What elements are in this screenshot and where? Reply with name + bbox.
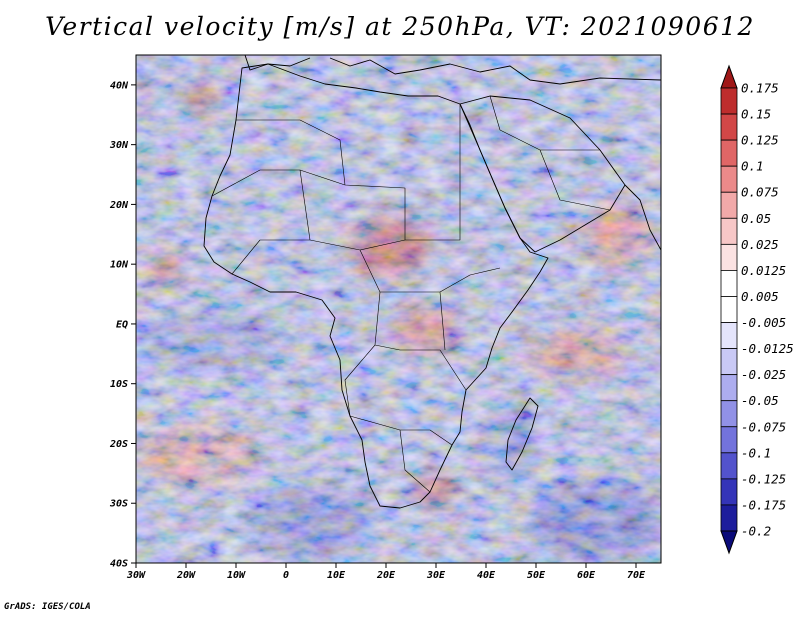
footer-credit: GrADS: IGES/COLA [4, 602, 91, 612]
lon-tick-label: 60E [577, 570, 596, 581]
coastlines-and-borders [203, 55, 661, 509]
arabia-coastline [459, 95, 626, 253]
colorbar: 0.175 0.15 0.125 0.1 0.075 0.05 0.025 0.0125 0.0… [720, 64, 794, 555]
colorbar-segment [720, 165, 738, 193]
colorbar-label: -0.125 [741, 471, 786, 486]
colorbar-label: 0.05 [741, 211, 771, 226]
lon-tick-label: 10W [227, 570, 246, 581]
colorbar-label: 0.025 [741, 237, 779, 252]
colorbar-segment [720, 452, 738, 480]
lon-tick-label: 20E [376, 570, 396, 581]
colorbar-min-arrow [720, 530, 738, 555]
colorbar-label: 0.0125 [741, 263, 786, 278]
colorbar-max-arrow [720, 64, 738, 89]
colorbar-segment [720, 374, 738, 402]
colorbar-label: 0.15 [741, 107, 771, 122]
lat-tick-label: 40N [110, 80, 129, 91]
colorbar-segment [720, 113, 738, 141]
colorbar-segment [720, 191, 738, 219]
lon-tick-label: 50E [527, 570, 546, 581]
colorbar-segment [720, 400, 738, 428]
longitude-axis: 30W 20W 10W 0 10E 20E 30E 40E 50E 60E 70E [126, 563, 646, 581]
colorbar-segment [720, 296, 738, 323]
colorbar-label: -0.005 [741, 315, 786, 330]
lat-tick-label: 20N [109, 200, 129, 211]
india-coastline [624, 184, 661, 251]
colorbar-segment [720, 504, 738, 532]
map-frame [135, 54, 662, 564]
lat-tick-label: 20S [109, 439, 128, 450]
colorbar-label: -0.0125 [741, 341, 794, 356]
colorbar-label: -0.075 [741, 419, 786, 434]
colorbar-segment [720, 139, 738, 167]
colorbar-label: 0.075 [741, 185, 779, 200]
map-plot-area [136, 55, 661, 563]
lat-tick-label: 10S [110, 379, 128, 390]
europe-coastline [244, 55, 661, 85]
lat-tick-label: 40S [110, 559, 128, 570]
lon-tick-label: 70E [627, 570, 646, 581]
madagascar-coastline [505, 397, 539, 471]
colorbar-label: 0.005 [741, 289, 779, 304]
colorbar-segment [720, 270, 738, 297]
colorbar-segment [720, 243, 738, 271]
lon-tick-label: 20W [176, 570, 196, 581]
colorbar-label: 0.175 [741, 81, 779, 96]
colorbar-segment [720, 348, 738, 376]
colorbar-label: 0.1 [741, 159, 764, 174]
lon-tick-label: 10E [327, 570, 346, 581]
latitude-axis: 40N 30N 20N 10N EQ 10S 20S 30S 40S [109, 80, 136, 570]
lon-tick-label: 40E [477, 570, 496, 581]
colorbar-segment [720, 322, 738, 349]
colorbar-label: -0.2 [741, 524, 771, 539]
lat-tick-label: EQ [116, 319, 128, 330]
lon-tick-label: 30E [426, 570, 446, 581]
lat-tick-label: 10N [110, 260, 129, 271]
colorbar-segment [720, 87, 738, 115]
colorbar-segment [720, 478, 738, 506]
colorbar-label: -0.025 [741, 367, 786, 382]
lat-tick-label: 30N [109, 140, 129, 151]
colorbar-label: -0.1 [741, 445, 771, 460]
colorbar-label: -0.05 [741, 393, 779, 408]
lat-tick-label: 30S [109, 499, 128, 510]
national-borders [211, 95, 611, 493]
colorbar-segment [720, 217, 738, 245]
colorbar-label: -0.175 [741, 497, 786, 512]
lon-tick-label: 30W [126, 570, 146, 581]
field-texture [136, 55, 661, 563]
colorbar-label: 0.125 [741, 133, 779, 148]
colorbar-segment [720, 426, 738, 454]
lon-tick-label: 0 [283, 570, 289, 581]
chart-title: Vertical velocity [m/s] at 250hPa, VT: 2… [45, 12, 755, 41]
